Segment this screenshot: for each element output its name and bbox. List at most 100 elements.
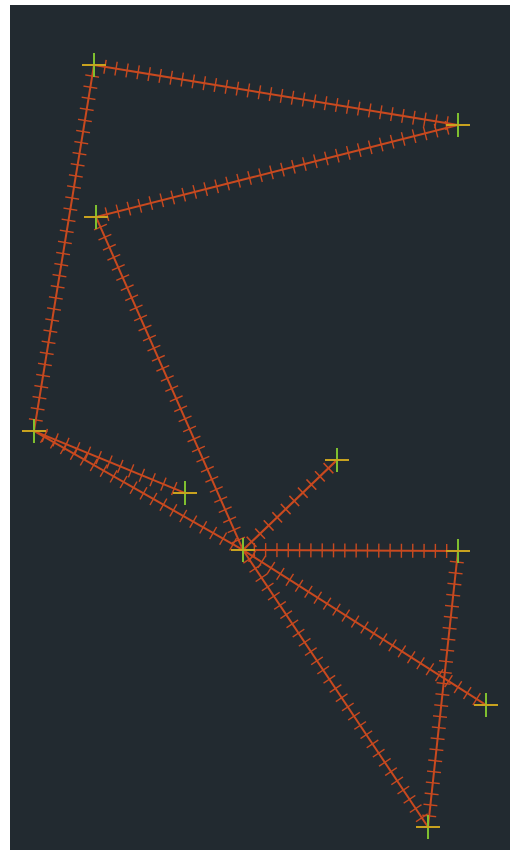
tick-mark <box>258 168 263 183</box>
tick-mark <box>103 59 107 74</box>
tick-mark <box>236 173 242 188</box>
tick-mark <box>406 651 416 664</box>
tick-mark <box>81 96 96 101</box>
tick-mark <box>147 344 161 352</box>
tick-mark <box>323 674 336 684</box>
tick-mark <box>160 374 174 382</box>
path-top-zigzag-segment <box>427 550 459 828</box>
tick-mark <box>268 87 273 102</box>
tick-mark <box>314 470 326 482</box>
tick-mark <box>294 579 304 593</box>
tick-mark <box>301 92 306 107</box>
tick-mark <box>199 520 208 534</box>
tick-mark <box>415 813 429 823</box>
path-top-zigzag-segment <box>93 64 459 126</box>
tick-mark <box>269 165 274 180</box>
tick-mark <box>102 243 117 251</box>
tick-mark <box>292 628 305 638</box>
tick-mark <box>356 143 362 158</box>
tick-mark <box>266 561 276 575</box>
tick-mark <box>74 140 89 145</box>
tick-mark <box>169 395 183 403</box>
tick-mark <box>440 648 455 652</box>
tick-mark <box>445 116 449 131</box>
vertex-marker[interactable] <box>22 419 46 443</box>
vertex-marker[interactable] <box>325 448 349 472</box>
drawing-canvas[interactable] <box>10 5 510 850</box>
tick-mark <box>45 318 60 322</box>
tick-mark <box>214 179 220 194</box>
tick-mark <box>360 621 369 634</box>
tick-mark <box>273 600 287 610</box>
tick-mark <box>159 193 165 208</box>
tick-mark <box>345 99 350 114</box>
vertex-marker[interactable] <box>173 481 197 505</box>
tick-mark <box>426 770 442 774</box>
tick-mark <box>453 680 463 694</box>
tick-mark <box>54 262 69 267</box>
tick-mark <box>334 97 339 113</box>
tick-mark <box>304 647 318 657</box>
tick-mark <box>367 140 373 155</box>
tick-mark <box>68 174 83 178</box>
tick-mark <box>169 70 174 85</box>
tick-mark <box>139 486 148 500</box>
tick-mark <box>52 433 59 447</box>
tick-mark <box>225 176 231 191</box>
tick-mark <box>99 464 108 478</box>
tick-mark <box>228 537 238 551</box>
path-lower-cross-segment <box>242 459 338 551</box>
tick-mark <box>347 711 361 721</box>
vertex-marker[interactable] <box>446 113 470 137</box>
tick-mark <box>202 76 207 91</box>
path-top-zigzag-segment <box>95 216 244 551</box>
tick-mark <box>106 455 113 469</box>
tick-mark <box>411 129 417 144</box>
tick-mark <box>56 251 71 256</box>
tick-mark <box>242 554 256 564</box>
tick-mark <box>165 385 179 393</box>
vertex-markers <box>22 53 498 839</box>
tick-mark <box>403 794 416 804</box>
vertex-marker[interactable] <box>82 53 106 77</box>
tick-mark <box>116 459 124 474</box>
tick-mark <box>149 472 156 487</box>
tick-mark <box>442 626 457 630</box>
tick-mark <box>200 465 215 473</box>
tick-mark <box>246 83 251 98</box>
tick-mark <box>297 487 309 499</box>
vertex-marker[interactable] <box>416 815 440 839</box>
tick-mark <box>57 240 72 245</box>
tick-mark <box>332 603 341 616</box>
tick-mark <box>389 107 394 122</box>
vertex-marker[interactable] <box>474 693 498 717</box>
tick-mark <box>444 674 453 688</box>
vertex-marker[interactable] <box>231 538 255 562</box>
vertex-marker[interactable] <box>446 539 470 563</box>
drawing-viewport[interactable] <box>10 5 510 850</box>
tick-mark <box>433 123 439 138</box>
tick-mark <box>89 458 98 472</box>
tick-mark <box>104 207 110 222</box>
tick-mark <box>428 759 443 763</box>
tick-mark <box>441 637 456 641</box>
tick-mark <box>224 79 229 94</box>
tick-mark <box>472 692 482 706</box>
tick-mark <box>137 198 143 213</box>
tick-mark <box>95 450 103 465</box>
tick-mark <box>432 715 448 719</box>
tick-mark <box>316 665 330 675</box>
tick-mark <box>390 776 404 786</box>
tick-mark <box>436 682 451 685</box>
tick-mark <box>334 148 340 163</box>
tick-mark <box>156 364 170 372</box>
vertex-marker[interactable] <box>84 205 108 229</box>
tick-mark <box>409 804 422 814</box>
tick-mark <box>431 726 446 730</box>
tick-mark <box>133 314 148 322</box>
tick-mark <box>276 567 285 581</box>
tick-mark <box>378 105 383 120</box>
tick-mark <box>127 464 135 478</box>
tick-mark <box>279 88 284 103</box>
tick-mark <box>209 485 223 493</box>
